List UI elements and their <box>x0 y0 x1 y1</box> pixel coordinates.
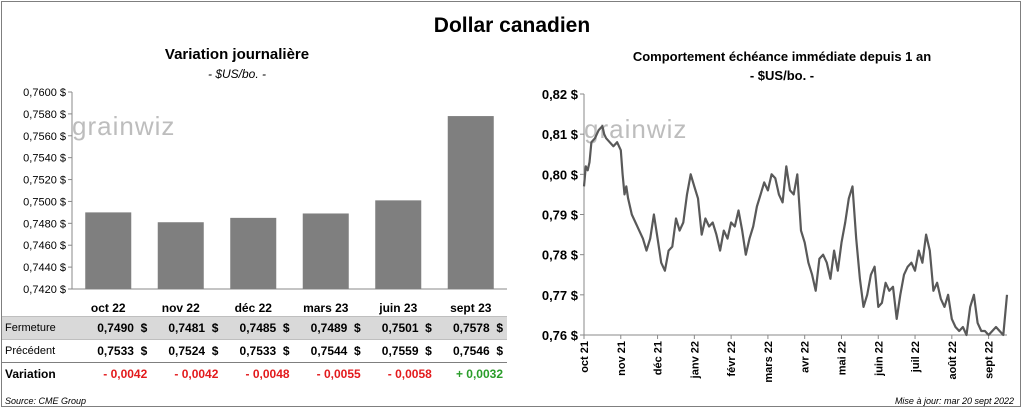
y-tick-label: 0,7420 $ <box>23 284 66 296</box>
row-label: Variation <box>2 362 81 385</box>
previous-row: Précédent 0,7533 $ 0,7524 $ 0,7533 $ 0,7544 … <box>2 340 507 363</box>
bar <box>157 222 204 289</box>
x-tick-label: mai 22 <box>836 341 848 375</box>
x-tick-label: déc 22 <box>235 301 273 315</box>
x-tick-label: sept 23 <box>450 301 492 315</box>
y-tick-label: 0,77 $ <box>542 288 579 303</box>
table-cell: 0,7546 $ <box>452 344 503 358</box>
bar <box>85 212 132 289</box>
y-tick-label: 0,76 $ <box>542 328 579 343</box>
price-table: Fermeture 0,7490 $0,7481 $0,7485 $0,7489 … <box>2 316 507 385</box>
table-cell: - 0,0055 <box>293 362 365 385</box>
x-tick-label: mars 23 <box>303 301 349 315</box>
table-cell: 0,7533 $ <box>239 344 290 358</box>
table-cell: 0,7533 $ <box>97 344 148 358</box>
table-cell: 0,7524 $ <box>168 344 219 358</box>
update-note: Mise à jour: mar 20 sept 2022 <box>894 396 1014 406</box>
y-tick-label: 0,7480 $ <box>23 218 66 230</box>
source-note: Source: CME Group <box>5 396 87 406</box>
y-tick-label: 0,7560 $ <box>23 131 66 143</box>
table-cell: 0,7481 $ <box>151 316 223 340</box>
x-tick-label: juin 22 <box>873 341 885 377</box>
y-tick-label: 0,7520 $ <box>23 175 66 187</box>
line-chart-subtitle: - $US/bo. - <box>749 68 815 83</box>
table-cell: - 0,0042 <box>80 362 152 385</box>
table-cell: - 0,0042 <box>151 362 223 385</box>
y-tick-label: 0,80 $ <box>542 167 579 182</box>
price-line <box>582 124 1009 337</box>
row-label: Précédent <box>5 345 56 357</box>
bar-chart: grainwiz 0,7600 $ 0,7580 $ 0,7560 $ 0,7540 $… <box>23 87 507 315</box>
bar <box>447 116 494 289</box>
table-cell: 0,7489 $ <box>293 316 365 340</box>
x-tick-label: oct 22 <box>91 301 126 315</box>
closing-row: Fermeture 0,7490 $0,7481 $0,7485 $0,7489 … <box>2 316 507 340</box>
y-tick-label: 0,78 $ <box>542 248 579 263</box>
table-cell: 0,7544 $ <box>310 344 361 358</box>
x-tick-label: avr 22 <box>800 341 812 373</box>
y-tick-label: 0,81 $ <box>542 127 579 142</box>
table-cell: - 0,0048 <box>222 362 294 385</box>
table-cell: 0,7501 $ <box>364 316 436 340</box>
x-tick-label: juin 23 <box>378 301 417 315</box>
y-tick-label: 0,79 $ <box>542 208 579 223</box>
table-cell: 0,7559 $ <box>381 344 432 358</box>
x-tick-label: oct 21 <box>579 341 591 373</box>
y-tick-label: 0,7500 $ <box>23 196 66 208</box>
y-tick-label: 0,7580 $ <box>23 109 66 121</box>
y-tick-label: 0,7540 $ <box>23 153 66 165</box>
bar-chart-subtitle: - $US/bo. - <box>207 67 267 81</box>
table-cell: 0,7485 $ <box>222 316 294 340</box>
table-cell: 0,7578 $ <box>435 316 507 340</box>
y-tick-label: 0,7460 $ <box>23 240 66 252</box>
x-tick-label: nov 22 <box>162 301 200 315</box>
table-cell: - 0,0058 <box>364 362 436 385</box>
y-tick-label: 0,82 $ <box>542 87 579 102</box>
x-tick-label: nov 21 <box>616 341 628 376</box>
x-tick-label: févr 22 <box>726 341 738 376</box>
table-cell: + 0,0032 <box>435 362 507 385</box>
bar <box>230 217 277 289</box>
row-label: Fermeture <box>2 316 81 340</box>
x-tick-label: janv 22 <box>689 341 701 379</box>
change-row: Variation - 0,0042- 0,0042- 0,0048- 0,005… <box>2 362 507 385</box>
line-chart-title: Comportement échéance immédiate depuis 1… <box>632 49 932 64</box>
y-tick-label: 0,7440 $ <box>23 262 66 274</box>
page-title: Dollar canadien <box>433 14 591 37</box>
x-tick-label: déc 21 <box>653 341 665 375</box>
y-tick-label: 0,7600 $ <box>23 87 66 99</box>
x-tick-label: mars 22 <box>763 341 775 383</box>
bar <box>375 200 422 289</box>
bar-chart-title: Variation journalière <box>164 46 310 63</box>
bar <box>302 213 349 289</box>
x-tick-label: juil 22 <box>910 341 922 373</box>
x-tick-label: août 22 <box>947 341 959 380</box>
watermark-logo: grainwiz <box>72 111 175 141</box>
x-tick-label: sept 22 <box>984 341 996 379</box>
table-cell: 0,7490 $ <box>80 316 152 340</box>
